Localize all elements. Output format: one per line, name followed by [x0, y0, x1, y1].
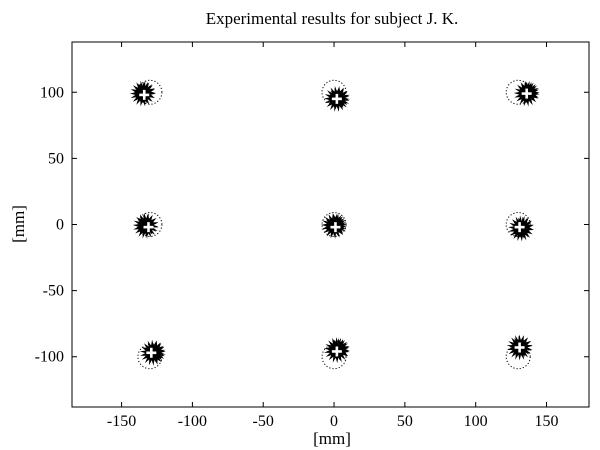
x-tick-label: 100 [464, 413, 488, 430]
y-tick-label: 0 [56, 217, 64, 234]
x-tick-label: -50 [253, 413, 274, 430]
mean-plus-marker [330, 222, 341, 233]
y-tick-label: 50 [48, 150, 64, 167]
x-tick-label: -150 [107, 413, 136, 430]
target-circle [321, 212, 347, 237]
axis-ticks: -150 -100 -50 0 50 100 150 -100 -50 0 50 100 [35, 42, 589, 430]
y-tick-label: -100 [35, 349, 64, 366]
target-circle [505, 212, 531, 237]
y-tick-label: -50 [43, 283, 64, 300]
x-tick-label: 0 [330, 413, 338, 430]
x-tick-label: -100 [178, 413, 207, 430]
mean-plus-marker [521, 88, 532, 99]
target-circle [137, 79, 163, 105]
mean-plus-marker [514, 222, 525, 233]
y-axis-label: [mm] [9, 205, 28, 243]
chart-title: Experimental results for subject J. K. [206, 9, 459, 28]
mean-plus-marker [146, 347, 157, 358]
response-star [328, 338, 350, 361]
target-circle [137, 212, 163, 237]
mean-plus-marker [331, 93, 342, 104]
data-marks [129, 79, 540, 370]
x-axis-label: [mm] [313, 429, 351, 448]
mean-plus-marker [139, 89, 150, 100]
response-cluster [132, 212, 159, 239]
target-circle [505, 344, 531, 370]
mean-plus-marker [143, 222, 154, 233]
mean-plus-marker [514, 342, 525, 353]
y-tick-label: 100 [40, 84, 64, 101]
x-tick-label: 150 [535, 413, 559, 430]
mean-plus-marker [331, 346, 342, 357]
x-tick-label: 50 [397, 413, 413, 430]
target-circle [321, 344, 347, 370]
response-cluster [508, 215, 534, 242]
